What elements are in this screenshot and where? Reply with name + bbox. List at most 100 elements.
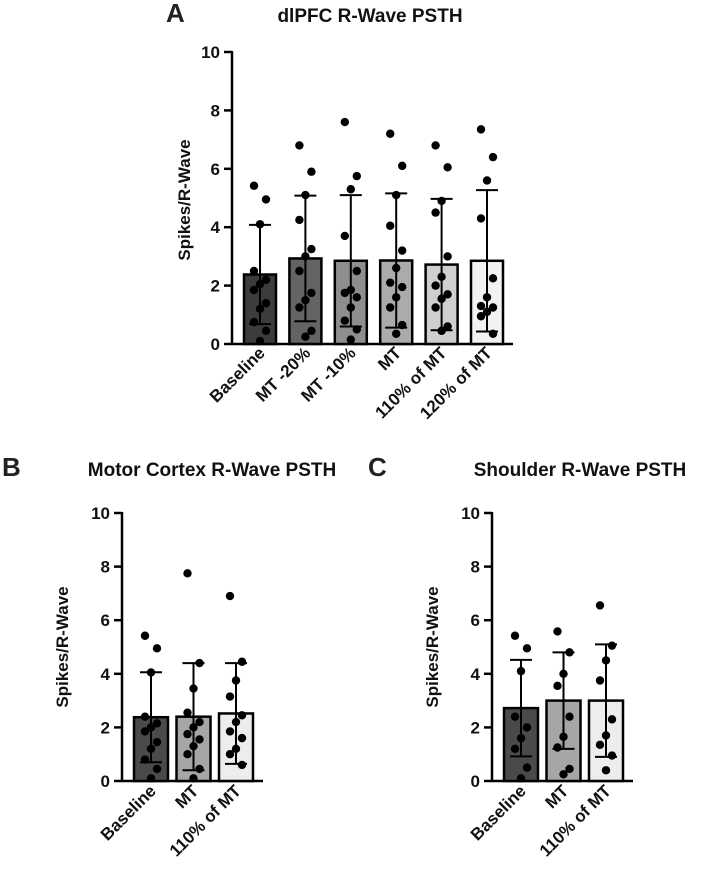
y-tick-label: 8: [211, 101, 220, 120]
y-tick-label: 4: [101, 665, 111, 684]
data-point: [386, 129, 395, 138]
data-point: [476, 125, 486, 134]
panel-a: A dlPFC R-Wave PSTH Spikes/R-Wave 0 2 4 6 8 1…: [166, 0, 513, 423]
data-point: [607, 715, 617, 724]
data-point: [255, 220, 265, 229]
data-point: [392, 329, 401, 338]
data-point: [346, 185, 355, 194]
data-point: [249, 285, 259, 295]
panel-letter-a: A: [166, 0, 185, 28]
data-point: [398, 320, 407, 330]
data-point: [352, 171, 361, 181]
data-point: [183, 569, 192, 578]
y-axis-label-c: Spikes/R-Wave: [423, 586, 442, 707]
data-point: [386, 221, 395, 230]
data-point: [559, 669, 568, 678]
y-tick-label: 0: [101, 772, 110, 791]
data-point: [231, 676, 241, 685]
y-tick-label: 8: [101, 558, 110, 577]
data-point: [437, 326, 446, 336]
category-label: MT: [374, 343, 405, 374]
data-point: [183, 708, 192, 717]
y-tick-label: 0: [211, 335, 220, 354]
data-point: [516, 666, 526, 676]
data-point: [237, 733, 247, 743]
data-point: [488, 303, 498, 312]
data-point: [231, 717, 241, 727]
data-point: [510, 712, 520, 721]
data-point: [152, 719, 162, 728]
y-tick-label: 2: [211, 277, 220, 296]
y-tick-label: 4: [211, 218, 221, 237]
data-point: [565, 648, 574, 657]
data-point: [516, 733, 526, 743]
data-point: [565, 712, 574, 721]
data-point: [231, 744, 241, 754]
y-tick-label: 10: [201, 43, 220, 62]
data-point: [307, 244, 316, 254]
data-point: [301, 190, 310, 200]
data-point: [476, 214, 486, 223]
data-point: [346, 335, 355, 344]
data-point: [398, 246, 407, 255]
data-point: [195, 764, 204, 774]
data-point: [249, 317, 259, 327]
data-point: [249, 181, 259, 190]
data-point: [225, 727, 235, 736]
category-label: MT: [172, 781, 203, 812]
chart-title-c: Shoulder R-Wave PSTH: [474, 460, 687, 481]
data-point: [249, 266, 259, 276]
data-point: [189, 684, 198, 693]
data-point: [443, 322, 452, 331]
data-point: [255, 336, 265, 346]
data-point: [195, 735, 204, 744]
data-point: [488, 329, 498, 338]
y-tick-label: 4: [471, 665, 481, 684]
y-tick-label: 6: [471, 611, 480, 630]
data-point: [140, 755, 150, 764]
data-point: [392, 190, 401, 200]
data-point: [565, 764, 574, 774]
data-point: [398, 161, 407, 171]
y-axis-label-a: Spikes/R-Wave: [175, 139, 194, 260]
y-tick-label: 2: [471, 718, 480, 737]
data-point: [595, 601, 605, 610]
data-point: [443, 290, 452, 299]
data-point: [140, 631, 150, 640]
data-point: [340, 117, 349, 127]
data-point: [476, 312, 486, 321]
data-point: [195, 717, 204, 727]
data-point: [307, 288, 316, 298]
data-point: [488, 152, 498, 162]
data-point: [522, 763, 532, 772]
data-point: [601, 731, 611, 740]
data-point: [553, 681, 562, 691]
data-point: [437, 272, 446, 282]
data-point: [152, 644, 162, 653]
data-point: [431, 303, 440, 312]
data-point: [386, 303, 395, 312]
data-point: [595, 740, 605, 750]
data-point: [183, 750, 192, 759]
data-point: [255, 279, 265, 289]
data-point: [146, 744, 156, 754]
data-point: [607, 641, 617, 650]
data-point: [559, 732, 568, 741]
data-point: [189, 774, 198, 783]
y-axis-label-b: Spikes/R-Wave: [53, 586, 72, 707]
panel-b: B Motor Cortex R-Wave PSTH Spikes/R-Wave…: [2, 452, 336, 860]
data-point: [261, 275, 271, 284]
data-point: [301, 296, 310, 305]
data-point: [295, 303, 304, 312]
panel-letter-b: B: [2, 452, 21, 482]
data-point: [482, 176, 492, 185]
data-point: [140, 712, 150, 721]
data-point: [352, 266, 361, 276]
data-point: [189, 723, 198, 732]
data-point: [307, 167, 316, 176]
data-point: [386, 278, 395, 287]
data-point: [352, 325, 361, 334]
data-point: [295, 266, 304, 276]
data-point: [522, 723, 532, 732]
